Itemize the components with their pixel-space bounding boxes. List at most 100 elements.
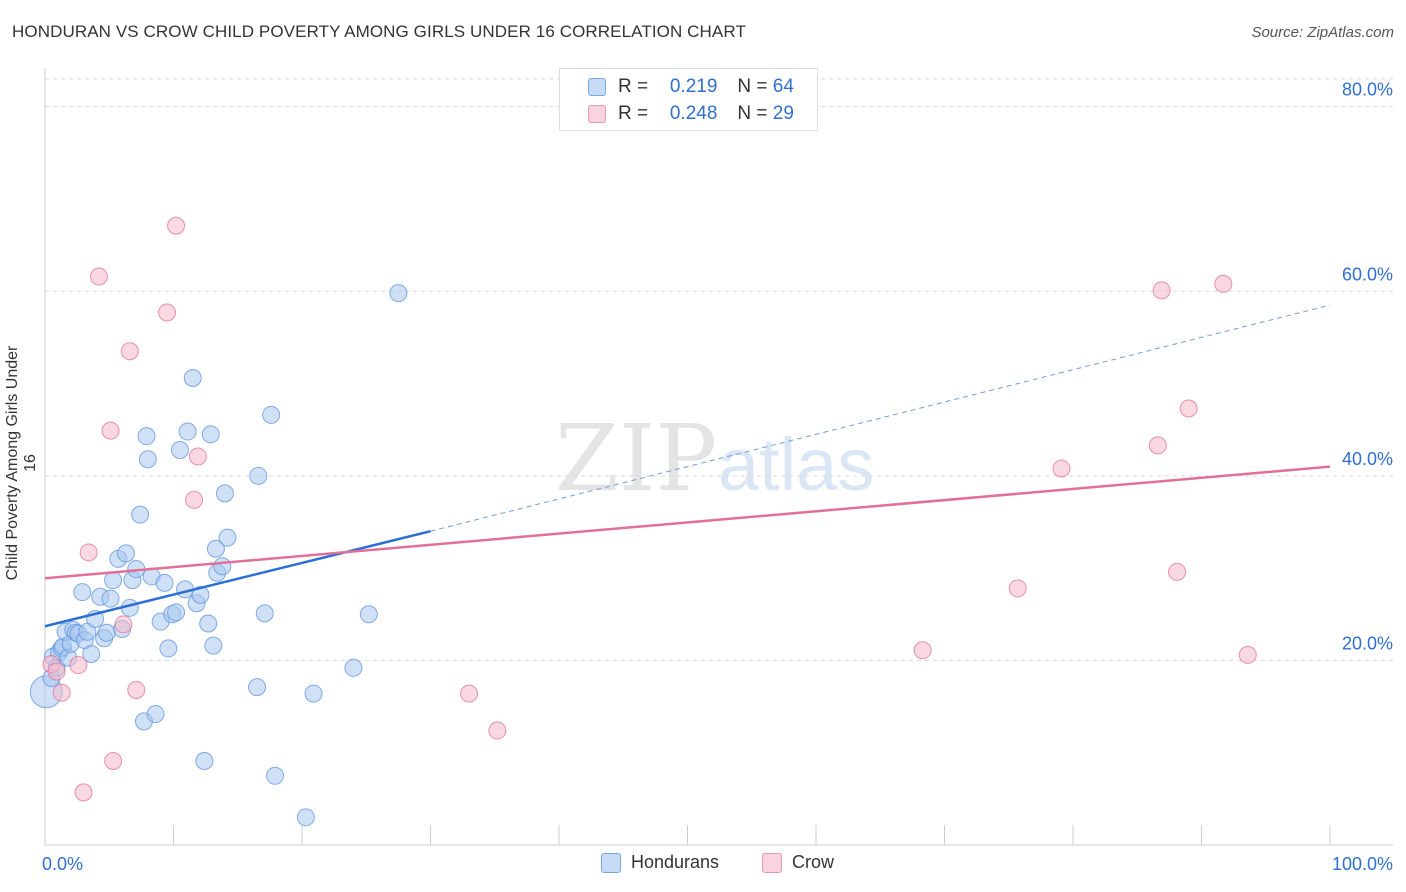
- tick-labels: 20.0% 40.0% 60.0% 80.0% 0.0% 100.0%: [42, 80, 1393, 874]
- data-point: [218, 528, 237, 547]
- data-point: [104, 571, 123, 590]
- data-point: [1179, 399, 1198, 418]
- y-axis-label: Child Poverty Among Girls Under 16: [4, 345, 39, 581]
- legend-swatch-hondurans: [588, 78, 606, 96]
- data-point: [170, 441, 189, 460]
- data-point: [185, 490, 204, 509]
- trend-line-crow: [44, 465, 1331, 580]
- data-point: [97, 623, 116, 642]
- data-point: [191, 585, 210, 604]
- data-point: [359, 605, 378, 624]
- legend-r-value: 0.219: [669, 76, 718, 97]
- data-point: [199, 614, 218, 633]
- data-point: [73, 583, 92, 602]
- data-point: [89, 267, 108, 286]
- data-point: [206, 539, 225, 558]
- y-tick-label: 80.0%: [1342, 80, 1393, 100]
- data-point: [183, 369, 202, 388]
- data-point: [47, 662, 66, 681]
- data-point: [137, 427, 156, 446]
- data-point: [266, 766, 285, 785]
- data-point: [488, 721, 507, 740]
- gridlines: [45, 78, 1393, 661]
- legend-r-value: 0.248: [669, 103, 718, 124]
- source-label: Source: ZipAtlas.com: [1251, 24, 1394, 41]
- data-point: [262, 405, 281, 424]
- data-point: [69, 656, 88, 675]
- data-point: [204, 636, 223, 655]
- legend-swatch-crow: [588, 105, 606, 123]
- watermark-atlas: atlas: [718, 423, 874, 506]
- data-point: [120, 342, 139, 361]
- data-point: [249, 466, 268, 485]
- data-point: [101, 589, 120, 608]
- legend-swatch-hondurans: [601, 852, 621, 873]
- data-point: [201, 425, 220, 444]
- data-point: [127, 680, 146, 699]
- legend-n-label: N =: [737, 76, 768, 97]
- data-point: [1008, 579, 1027, 598]
- data-points: [29, 216, 1257, 827]
- data-point: [195, 752, 214, 771]
- data-point: [74, 783, 93, 802]
- legend-n-value: 64: [772, 76, 794, 97]
- legend-row-crow: R = 0.248 N = 29: [588, 102, 794, 126]
- data-point: [213, 557, 232, 576]
- watermark-zip: ZIP: [555, 405, 717, 512]
- data-point: [1152, 281, 1171, 300]
- data-point: [248, 678, 267, 697]
- legend-item-crow: Crow: [762, 852, 834, 873]
- chart-title: HONDURAN VS CROW CHILD POVERTY AMONG GIR…: [12, 22, 746, 41]
- data-point: [138, 450, 157, 469]
- legend-swatch-crow: [762, 852, 782, 873]
- data-point: [159, 639, 178, 658]
- data-point: [1238, 645, 1257, 664]
- legend-r-label: R =: [618, 103, 649, 124]
- data-point: [1148, 436, 1167, 455]
- data-point: [1052, 459, 1071, 478]
- data-point: [188, 447, 207, 466]
- legend-item-hondurans: Hondurans: [601, 852, 719, 873]
- data-point: [104, 752, 123, 771]
- data-point: [1214, 274, 1233, 293]
- trend-line-hondurans-extension: [430, 304, 1331, 532]
- data-point: [255, 604, 274, 623]
- data-point: [116, 544, 135, 563]
- legend-r-label: R =: [618, 76, 649, 97]
- data-point: [178, 422, 197, 441]
- x-tick-label: 100.0%: [1332, 854, 1393, 874]
- data-point: [304, 684, 323, 703]
- data-point: [913, 641, 932, 660]
- watermark: ZIP atlas: [555, 405, 874, 512]
- data-point: [52, 683, 71, 702]
- data-point: [1168, 562, 1187, 581]
- data-point: [114, 615, 133, 634]
- legend-n-value: 29: [772, 103, 794, 124]
- data-point: [389, 284, 408, 303]
- data-point: [155, 573, 174, 592]
- x-tick-label: 0.0%: [42, 854, 83, 874]
- correlation-legend: R = 0.219 N = 64 R = 0.248 N = 29: [559, 68, 818, 131]
- y-tick-label: 40.0%: [1342, 449, 1393, 469]
- data-point: [79, 543, 98, 562]
- y-tick-label: 60.0%: [1342, 264, 1393, 284]
- axes: [44, 68, 1393, 846]
- trend-line-hondurans: [44, 530, 431, 628]
- legend-n-label: N =: [737, 103, 768, 124]
- legend-label-hondurans: Hondurans: [631, 852, 720, 872]
- data-point: [131, 505, 150, 524]
- data-point: [167, 603, 186, 622]
- data-point: [344, 658, 363, 677]
- legend-label-crow: Crow: [792, 852, 835, 872]
- y-tick-label: 20.0%: [1342, 633, 1393, 653]
- data-point: [82, 644, 101, 663]
- data-point: [101, 421, 120, 440]
- data-point: [215, 484, 234, 503]
- data-point: [296, 808, 315, 827]
- data-point: [158, 303, 177, 322]
- trend-lines: [44, 304, 1331, 628]
- data-point: [460, 684, 479, 703]
- data-point: [146, 704, 165, 723]
- legend-row-hondurans: R = 0.219 N = 64: [588, 75, 794, 99]
